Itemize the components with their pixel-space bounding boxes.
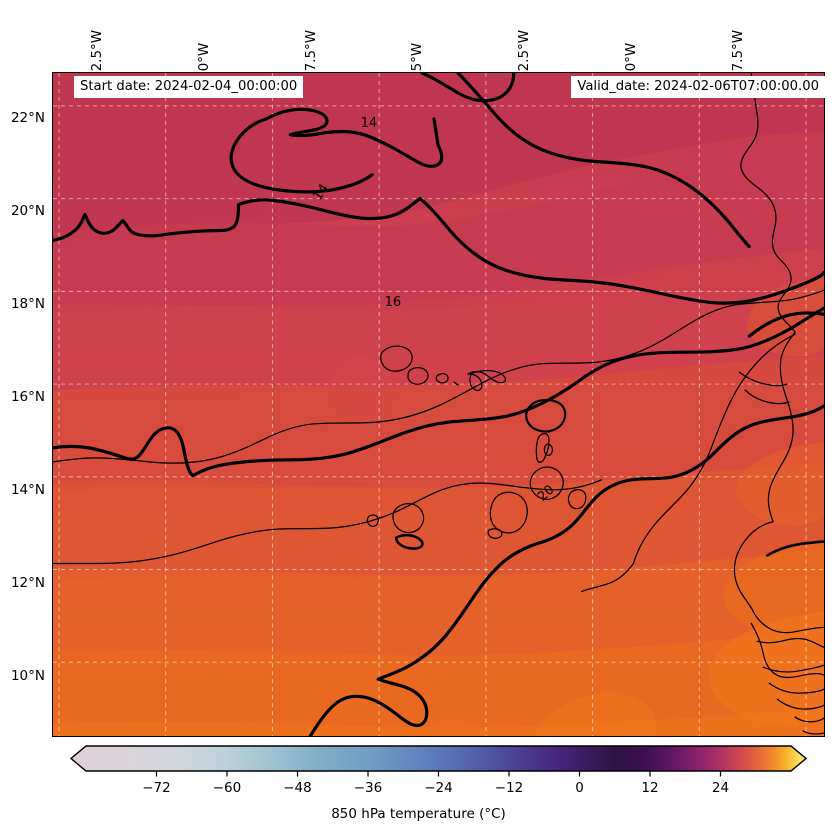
colorbar-tick-label-2: −48 (283, 780, 312, 796)
valid-date-label: Valid_date: 2024-02-06T07:00:00.00 (571, 76, 825, 99)
coastlines (53, 73, 824, 735)
colorbar-tick-label-7: 12 (641, 780, 659, 796)
y-tick-label-2: 14°N (10, 481, 45, 498)
contour-label-14-0: 14 (360, 115, 378, 131)
colorbar-tick-label-6: 0 (575, 780, 584, 796)
colorbar-tick-label-0: −72 (142, 780, 171, 796)
y-tick-label-6: 22°N (10, 109, 45, 126)
colorbar-axis-label: 850 hPa temperature (°C) (331, 806, 506, 822)
y-tick-label-5: 20°N (10, 202, 45, 219)
y-tick-label-3: 16°N (10, 388, 45, 405)
colorbar-gradient (70, 745, 807, 777)
colorbar[interactable] (70, 745, 807, 777)
map-plot-area[interactable]: 14 14 16 20 (52, 72, 825, 737)
colorbar-tick-label-3: −36 (353, 780, 383, 796)
map-gridlines (53, 73, 824, 736)
colorbar-tick-label-5: −12 (494, 780, 524, 796)
start-date-label: Start date: 2024-02-04_00:00:00 (74, 76, 304, 99)
temperature-field-map (53, 73, 824, 736)
y-tick-label-4: 18°N (10, 295, 45, 312)
temperature-contour-lines (53, 73, 824, 736)
contour-label-16-2: 16 (384, 294, 402, 310)
colorbar-tick-label-4: −24 (424, 780, 453, 796)
y-tick-label-1: 12°N (10, 574, 45, 591)
colorbar-tick-label-8: 24 (711, 780, 730, 796)
colorbar-tick-label-1: −60 (212, 780, 242, 796)
y-tick-label-0: 10°N (10, 667, 45, 684)
